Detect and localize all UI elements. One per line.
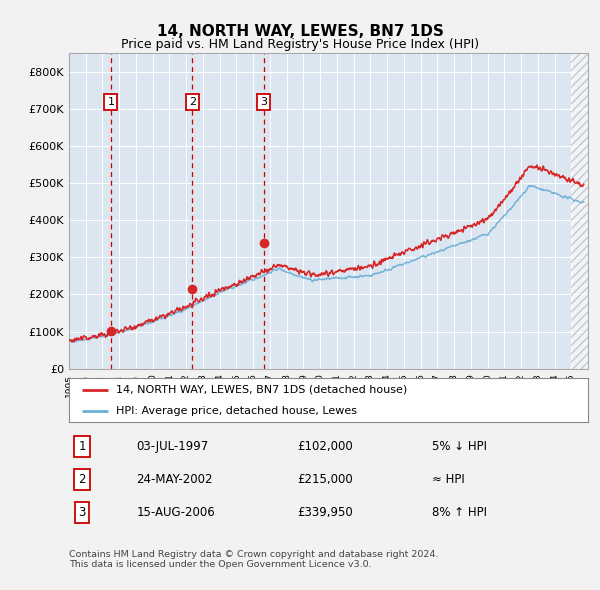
Text: 3: 3 — [78, 506, 86, 519]
Text: £102,000: £102,000 — [298, 440, 353, 453]
Text: ≈ HPI: ≈ HPI — [432, 473, 465, 486]
Text: £339,950: £339,950 — [298, 506, 353, 519]
Text: £215,000: £215,000 — [298, 473, 353, 486]
Text: 5% ↓ HPI: 5% ↓ HPI — [432, 440, 487, 453]
Text: 15-AUG-2006: 15-AUG-2006 — [136, 506, 215, 519]
Text: 2: 2 — [189, 97, 196, 107]
Text: 1: 1 — [78, 440, 86, 453]
Text: 24-MAY-2002: 24-MAY-2002 — [136, 473, 213, 486]
Text: HPI: Average price, detached house, Lewes: HPI: Average price, detached house, Lewe… — [116, 406, 357, 416]
Text: 8% ↑ HPI: 8% ↑ HPI — [432, 506, 487, 519]
Text: Price paid vs. HM Land Registry's House Price Index (HPI): Price paid vs. HM Land Registry's House … — [121, 38, 479, 51]
Text: 2: 2 — [78, 473, 86, 486]
Text: 3: 3 — [260, 97, 267, 107]
Text: 03-JUL-1997: 03-JUL-1997 — [136, 440, 209, 453]
Polygon shape — [571, 53, 588, 369]
Text: 14, NORTH WAY, LEWES, BN7 1DS: 14, NORTH WAY, LEWES, BN7 1DS — [157, 24, 443, 38]
Text: Contains HM Land Registry data © Crown copyright and database right 2024.
This d: Contains HM Land Registry data © Crown c… — [69, 550, 439, 569]
Text: 1: 1 — [107, 97, 115, 107]
Text: 14, NORTH WAY, LEWES, BN7 1DS (detached house): 14, NORTH WAY, LEWES, BN7 1DS (detached … — [116, 385, 407, 395]
